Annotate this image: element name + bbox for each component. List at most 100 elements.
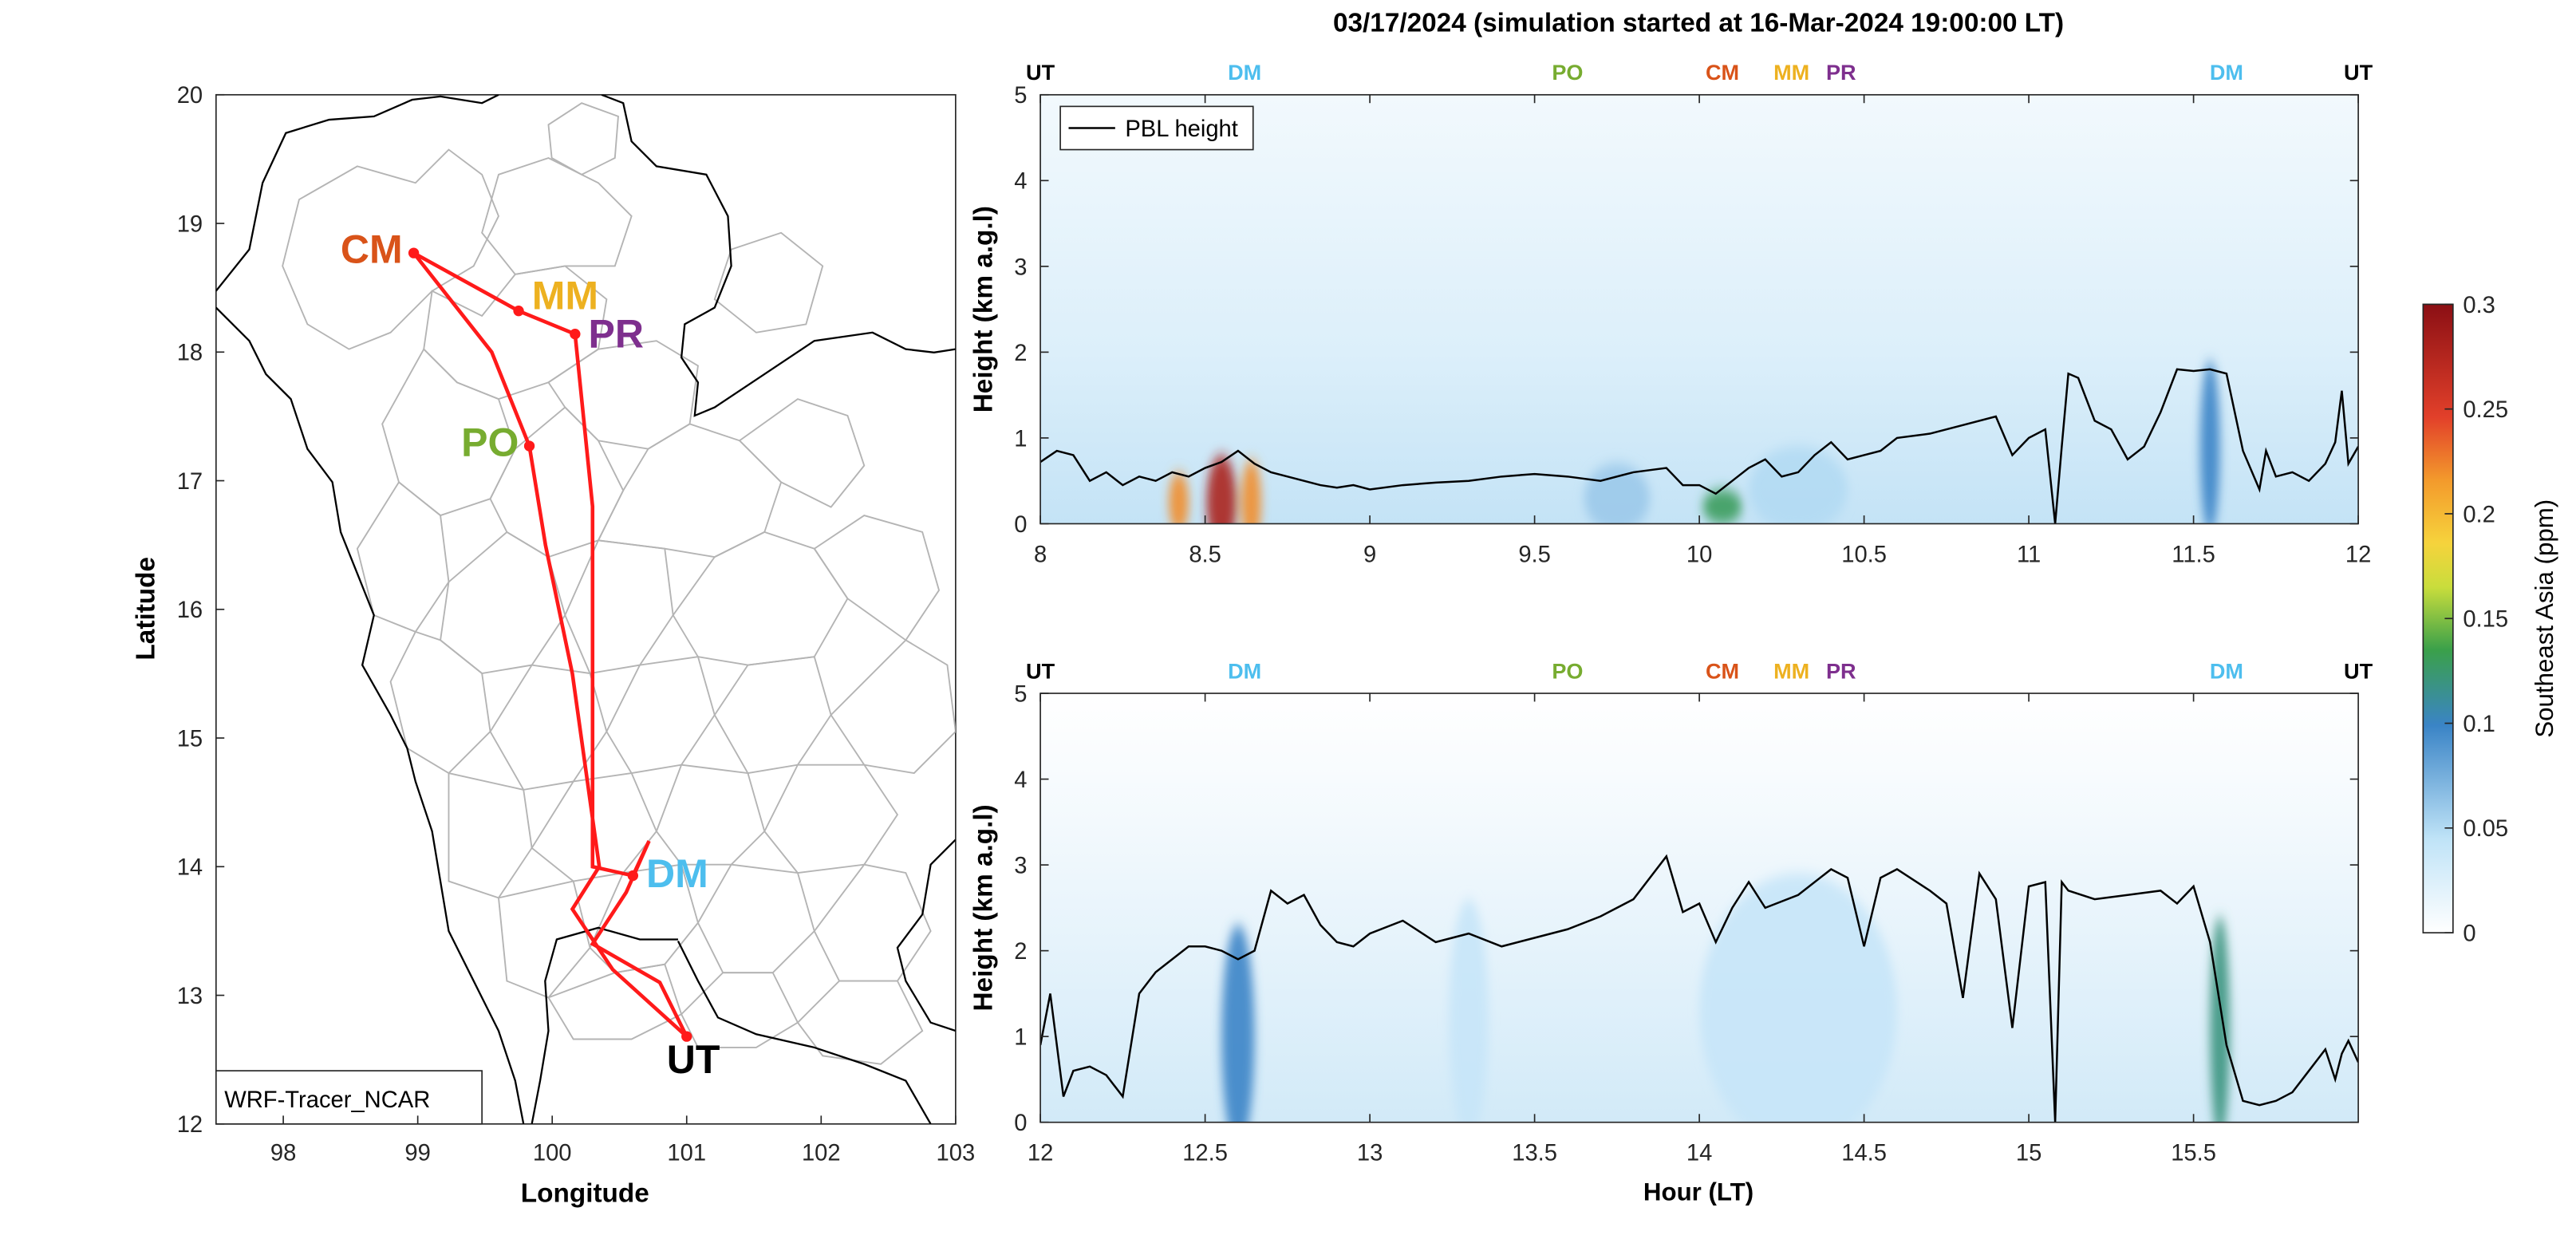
colorbar-tick-label: 0.3	[2463, 293, 2495, 318]
station-label-cm: CM	[341, 227, 403, 272]
map-xtick-label: 103	[937, 1141, 976, 1166]
tracer-plume	[2199, 361, 2220, 524]
station-marker-po	[523, 440, 535, 452]
tracer-plume	[1702, 489, 1742, 524]
station-marker-mm: MM	[1773, 60, 1809, 85]
map-xtick-label: 98	[270, 1141, 296, 1166]
figure-title: 03/17/2024 (simulation started at 16-Mar…	[1333, 9, 2064, 38]
ytick-label: 4	[1014, 169, 1027, 195]
ytick-label: 2	[1014, 939, 1027, 965]
station-marker-pr: PR	[1826, 60, 1856, 85]
map-ylabel: Latitude	[132, 557, 161, 661]
tracer-plume	[2210, 916, 2231, 1123]
colorbar-tick-label: 0.1	[2463, 712, 2495, 737]
station-marker-dm: DM	[1228, 60, 1261, 85]
map-xtick-label: 102	[802, 1141, 841, 1166]
station-marker-dm: DM	[1228, 658, 1261, 683]
map-ytick-label: 19	[177, 211, 203, 237]
xtick-label: 12	[1028, 1141, 1053, 1166]
panel2-ylabel: Height (km a.g.l)	[969, 804, 999, 1011]
tracer-plume	[1449, 899, 1489, 1123]
ytick-label: 3	[1014, 255, 1027, 280]
station-label-ut: UT	[667, 1037, 720, 1082]
xtick-label: 14	[1686, 1141, 1712, 1166]
tracer-plume	[1169, 472, 1189, 524]
pbl-height-line-1	[1040, 368, 2359, 524]
station-marker-cm: CM	[1706, 60, 1739, 85]
station-marker-mm	[513, 306, 524, 317]
map-ytick-label: 13	[177, 984, 203, 1009]
flight-route-out	[412, 251, 688, 1038]
colorbar-tick-label: 0	[2463, 921, 2475, 947]
station-label-pr: PR	[589, 311, 644, 356]
colorbar-tick-label: 0.2	[2463, 502, 2495, 527]
map-ytick-label: 17	[177, 469, 203, 495]
station-marker-cm	[408, 247, 420, 258]
map-ytick-label: 14	[177, 855, 203, 881]
xtick-label: 8.5	[1189, 542, 1221, 567]
station-marker-po: PO	[1552, 658, 1583, 683]
tracer-plume	[1584, 464, 1651, 524]
xtick-label: 13.5	[1512, 1141, 1557, 1166]
ytick-label: 5	[1014, 83, 1027, 109]
xtick-label: 9	[1363, 542, 1376, 567]
map-xlabel: Longitude	[521, 1179, 649, 1209]
station-marker-dm	[627, 870, 638, 882]
station-label-po: PO	[461, 420, 519, 464]
station-marker-pr	[570, 329, 581, 340]
station-marker-ut: UT	[1026, 658, 1055, 683]
xtick-label: 12	[2345, 542, 2371, 567]
xtick-label: 14.5	[1841, 1141, 1887, 1166]
map-frame	[215, 93, 957, 1125]
model-label-box	[215, 1070, 483, 1125]
panel2-xlabel: Hour (LT)	[1643, 1178, 1753, 1206]
station-marker-ut: UT	[2344, 658, 2373, 683]
station-marker-ut: UT	[1026, 60, 1055, 85]
map-ytick-label: 18	[177, 341, 203, 366]
flight-route-back	[590, 840, 688, 1038]
tracer-plume	[1241, 459, 1261, 524]
station-label-dm: DM	[646, 851, 708, 896]
colorbar-tick-label: 0.05	[2463, 816, 2508, 842]
tracer-plume	[1206, 455, 1237, 524]
map-ytick-label: 16	[177, 598, 203, 623]
tracer-plume	[1699, 873, 1897, 1123]
xtick-label: 11	[2017, 542, 2041, 567]
country-borders	[215, 94, 956, 1124]
xtick-label: 12.5	[1182, 1141, 1228, 1166]
legend-label-pbl: PBL height	[1125, 116, 1238, 142]
ytick-label: 5	[1014, 681, 1027, 707]
station-marker-ut	[681, 1031, 692, 1042]
xtick-label: 15.5	[2171, 1141, 2216, 1166]
xtick-label: 10	[1686, 542, 1712, 567]
station-marker-pr: PR	[1826, 658, 1856, 683]
panel1-ylabel: Height (km a.g.l)	[969, 206, 999, 412]
ytick-label: 1	[1014, 1025, 1027, 1051]
tracer-plume	[1749, 446, 1848, 524]
xtick-label: 10.5	[1841, 542, 1887, 567]
station-marker-ut: UT	[2344, 60, 2373, 85]
xtick-label: 9.5	[1518, 542, 1551, 567]
model-label: WRF-Tracer_NCAR	[224, 1087, 430, 1113]
ytick-label: 0	[1014, 512, 1027, 538]
xtick-label: 8	[1034, 542, 1047, 567]
ytick-label: 1	[1014, 426, 1027, 452]
map-ytick-label: 12	[177, 1112, 203, 1138]
colorbar-tick-label: 0.25	[2463, 397, 2508, 423]
xtick-label: 15	[2016, 1141, 2041, 1166]
station-marker-cm: CM	[1706, 658, 1739, 683]
station-label-mm: MM	[532, 274, 598, 318]
map-xtick-label: 99	[404, 1141, 430, 1166]
legend: PBL height	[1059, 105, 1254, 151]
ytick-label: 3	[1014, 854, 1027, 879]
colorbar-tick-label: 0.15	[2463, 607, 2508, 633]
station-marker-dm: DM	[2210, 60, 2243, 85]
ytick-label: 2	[1014, 341, 1027, 366]
colorbar: 0 0.05 0.1 0.15 0.2 0.25 0.3 Southeast Asia (p…	[2422, 293, 2558, 947]
xtick-label: 11.5	[2172, 542, 2215, 567]
map-ytick-label: 15	[177, 726, 203, 752]
